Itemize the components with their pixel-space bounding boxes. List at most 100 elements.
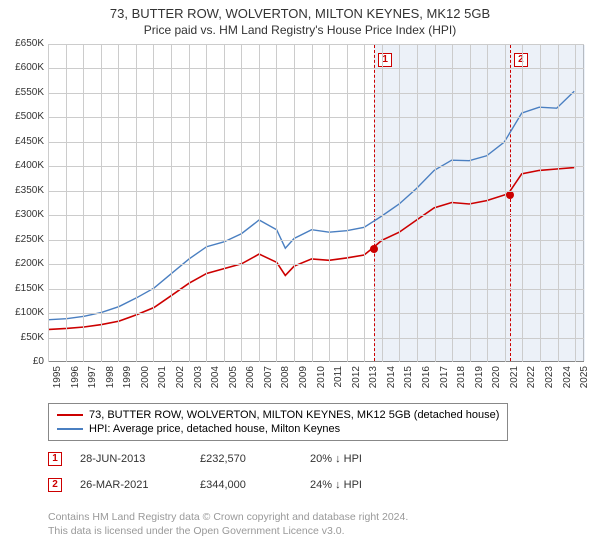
grid-line-v: [364, 44, 365, 362]
grid-line-v: [241, 44, 242, 362]
x-tick-label: 1996: [70, 366, 81, 396]
x-tick-label: 2025: [579, 366, 590, 396]
grid-line-v: [382, 44, 383, 362]
grid-line-h: [48, 68, 584, 69]
x-tick-label: 2013: [368, 366, 379, 396]
grid-line-v: [470, 44, 471, 362]
transaction-row-marker: 1: [48, 452, 62, 466]
y-tick-label: £450K: [2, 136, 44, 147]
grid-line-v: [224, 44, 225, 362]
grid-line-v: [417, 44, 418, 362]
grid-line-v: [276, 44, 277, 362]
y-tick-label: £350K: [2, 185, 44, 196]
x-tick-label: 1995: [52, 366, 63, 396]
footnote-line-2: This data is licensed under the Open Gov…: [48, 524, 408, 538]
y-tick-label: £100K: [2, 307, 44, 318]
x-tick-label: 2022: [526, 366, 537, 396]
grid-line-h: [48, 264, 584, 265]
y-tick-label: £250K: [2, 234, 44, 245]
y-tick-label: £400K: [2, 160, 44, 171]
footnote: Contains HM Land Registry data © Crown c…: [48, 510, 408, 538]
grid-line-v: [487, 44, 488, 362]
grid-line-v: [452, 44, 453, 362]
legend-label: 73, BUTTER ROW, WOLVERTON, MILTON KEYNES…: [89, 409, 499, 421]
grid-line-h: [48, 215, 584, 216]
y-tick-label: £50K: [2, 332, 44, 343]
y-tick-label: £200K: [2, 258, 44, 269]
y-tick-label: £0: [2, 356, 44, 367]
transaction-point: [370, 245, 378, 253]
x-tick-label: 2006: [245, 366, 256, 396]
x-tick-label: 2001: [157, 366, 168, 396]
grid-line-h: [48, 191, 584, 192]
x-tick-label: 2004: [210, 366, 221, 396]
title-line-2: Price paid vs. HM Land Registry's House …: [0, 23, 600, 39]
x-tick-label: 2020: [491, 366, 502, 396]
x-tick-label: 2017: [439, 366, 450, 396]
grid-line-v: [136, 44, 137, 362]
y-tick-label: £650K: [2, 38, 44, 49]
grid-line-v: [101, 44, 102, 362]
grid-line-v: [540, 44, 541, 362]
y-tick-label: £600K: [2, 62, 44, 73]
transaction-price: £344,000: [200, 479, 310, 491]
x-tick-label: 1997: [87, 366, 98, 396]
grid-line-h: [48, 44, 584, 45]
grid-line-v: [118, 44, 119, 362]
grid-line-h: [48, 240, 584, 241]
transaction-marker-box: 1: [378, 53, 392, 67]
legend-label: HPI: Average price, detached house, Milt…: [89, 423, 340, 435]
transaction-row-marker: 2: [48, 478, 62, 492]
x-tick-label: 2007: [263, 366, 274, 396]
x-tick-label: 2023: [544, 366, 555, 396]
y-tick-label: £150K: [2, 283, 44, 294]
grid-line-v: [347, 44, 348, 362]
y-tick-label: £550K: [2, 87, 44, 98]
x-tick-label: 2014: [386, 366, 397, 396]
grid-line-v: [522, 44, 523, 362]
x-tick-label: 1999: [122, 366, 133, 396]
x-tick-label: 2016: [421, 366, 432, 396]
grid-line-v: [505, 44, 506, 362]
x-tick-label: 2000: [140, 366, 151, 396]
x-tick-label: 2024: [562, 366, 573, 396]
x-tick-label: 2011: [333, 366, 344, 396]
grid-line-v: [312, 44, 313, 362]
grid-line-h: [48, 166, 584, 167]
grid-line-h: [48, 313, 584, 314]
x-tick-label: 2015: [403, 366, 414, 396]
grid-line-v: [294, 44, 295, 362]
grid-line-v: [575, 44, 576, 362]
legend-swatch: [57, 428, 83, 430]
title-line-1: 73, BUTTER ROW, WOLVERTON, MILTON KEYNES…: [0, 6, 600, 23]
grid-line-v: [435, 44, 436, 362]
transaction-date: 26-MAR-2021: [80, 479, 200, 491]
transaction-point: [506, 191, 514, 199]
transaction-pct-vs-hpi: 24% ↓ HPI: [310, 479, 362, 491]
grid-line-h: [48, 142, 584, 143]
chart-plot-area: 12: [48, 44, 584, 362]
x-tick-label: 2021: [509, 366, 520, 396]
grid-line-v: [189, 44, 190, 362]
legend-swatch: [57, 414, 83, 416]
x-tick-label: 2005: [228, 366, 239, 396]
grid-line-h: [48, 289, 584, 290]
grid-line-v: [83, 44, 84, 362]
y-tick-label: £300K: [2, 209, 44, 220]
grid-line-v: [558, 44, 559, 362]
x-tick-label: 1998: [105, 366, 116, 396]
grid-line-h: [48, 93, 584, 94]
x-tick-label: 2008: [280, 366, 291, 396]
grid-line-v: [66, 44, 67, 362]
x-tick-label: 2009: [298, 366, 309, 396]
transaction-marker-box: 2: [514, 53, 528, 67]
legend-item: HPI: Average price, detached house, Milt…: [57, 422, 499, 436]
x-tick-label: 2018: [456, 366, 467, 396]
legend-item: 73, BUTTER ROW, WOLVERTON, MILTON KEYNES…: [57, 408, 499, 422]
grid-line-v: [206, 44, 207, 362]
grid-line-h: [48, 338, 584, 339]
transaction-pct-vs-hpi: 20% ↓ HPI: [310, 453, 362, 465]
grid-line-v: [48, 44, 49, 362]
grid-line-v: [329, 44, 330, 362]
footnote-line-1: Contains HM Land Registry data © Crown c…: [48, 510, 408, 524]
